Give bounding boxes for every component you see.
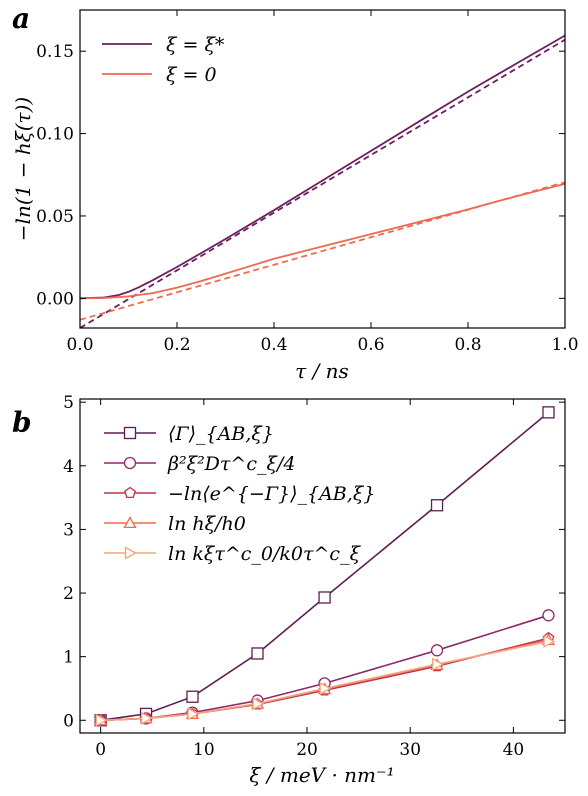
- y-tick-label: 2: [63, 584, 74, 604]
- data-point: [140, 711, 153, 725]
- x-tick-label: 30: [399, 740, 421, 760]
- data-point: [252, 697, 265, 711]
- legend-swatch-marker: [123, 426, 137, 440]
- data-point: [186, 690, 199, 703]
- legend-label: ⟨Γ⟩_{AB,ξ}: [168, 423, 274, 445]
- y-tick-label: 0.10: [36, 125, 74, 145]
- x-tick-label: 0.2: [163, 335, 190, 355]
- panel-a-fit-line-3: [80, 181, 565, 321]
- y-tick-label: 0.05: [36, 207, 74, 227]
- panel-b-x-ticks: 0 10 20 30 40: [95, 399, 524, 760]
- legend-swatch-marker: [123, 516, 137, 529]
- legend-swatch-marker: [124, 486, 136, 499]
- data-point: [543, 634, 556, 648]
- panel-b-letter: b: [12, 406, 32, 439]
- panel-a-x-ticks: 0.0 0.2 0.4 0.6 0.8 1.0: [66, 10, 579, 355]
- legend-label: ln hξ/h0: [168, 513, 246, 535]
- panel-b-x-axis-label: ξ / meV · nm⁻¹: [249, 763, 394, 787]
- data-point: [542, 406, 555, 419]
- panel-a-plot-area: [80, 34, 565, 328]
- data-point: [542, 609, 555, 622]
- y-tick-label: 0: [63, 711, 74, 731]
- y-tick-label: 5: [63, 393, 74, 413]
- x-tick-label: 0.8: [454, 335, 481, 355]
- y-tick-label: 0.00: [36, 289, 74, 309]
- panel-a-y-axis-label: −ln(1 − hξ(τ)): [11, 97, 35, 241]
- legend-swatch-marker: [123, 456, 137, 470]
- x-tick-label: 0.4: [260, 335, 287, 355]
- panel-a-frame: [79, 9, 566, 329]
- legend-label: β²ξ²Dτ^c_ξ/4: [167, 453, 295, 475]
- y-tick-label: 4: [63, 457, 74, 477]
- panel-a-legend: ξ = ξ* ξ = 0: [102, 34, 225, 86]
- legend-label: ln kξτ^c_0/k0τ^c_ξ: [168, 543, 362, 565]
- data-point: [319, 681, 332, 696]
- data-point: [318, 591, 331, 604]
- data-point: [430, 644, 444, 657]
- panel-b-y-ticks: 0 1 2 3 4 5: [63, 393, 565, 731]
- panel-b-series-4: [95, 634, 556, 727]
- panel-b-frame: [79, 398, 566, 734]
- panel-a-series-line-2: [80, 182, 565, 300]
- x-tick-label: 0: [95, 740, 106, 760]
- legend-label: ξ = 0: [166, 64, 217, 86]
- panel-a: a 0.0 0.2 0.4 0.6 0.8 1.0 0.00 0.05 0.10 0.15 τ …: [11, 2, 579, 383]
- y-tick-label: 3: [63, 520, 74, 540]
- legend-swatch-marker: [124, 546, 137, 560]
- x-tick-label: 10: [193, 740, 215, 760]
- legend-label: −ln⟨e^{−Γ}⟩_{AB,ξ}: [168, 483, 375, 505]
- data-point: [251, 647, 264, 660]
- legend-label: ξ = ξ*: [166, 34, 225, 56]
- panel-b-plot-area: [94, 406, 556, 727]
- panel-a-fit-line-1: [80, 38, 565, 328]
- x-tick-label: 0.0: [66, 335, 93, 355]
- panel-b-series-1: [94, 609, 555, 727]
- panel-b-series-line: [100, 614, 549, 722]
- panel-a-x-axis-label: τ / ns: [295, 359, 349, 383]
- x-tick-label: 0.6: [357, 335, 384, 355]
- x-tick-label: 40: [503, 740, 525, 760]
- panel-b: b 0 10 20 30 40 0 1 2 3 4 5 ξ / meV · nm⁻¹ ⟨Γ⟩_{A…: [12, 393, 566, 787]
- y-tick-label: 1: [63, 648, 74, 668]
- data-point: [431, 657, 444, 671]
- data-point: [430, 499, 444, 512]
- panel-b-legend: ⟨Γ⟩_{AB,ξ} β²ξ²Dτ^c_ξ/4 −ln⟨e^{−Γ}⟩_{AB,ξ}…: [104, 423, 375, 565]
- panel-a-letter: a: [12, 2, 30, 35]
- data-point: [187, 707, 200, 721]
- y-tick-label: 0.15: [36, 42, 74, 62]
- x-tick-label: 20: [296, 740, 318, 760]
- data-point: [95, 713, 108, 727]
- x-tick-label: 1.0: [551, 335, 578, 355]
- panel-a-y-ticks: 0.00 0.05 0.10 0.15: [36, 42, 565, 309]
- panel-a-series-line-0: [80, 34, 565, 300]
